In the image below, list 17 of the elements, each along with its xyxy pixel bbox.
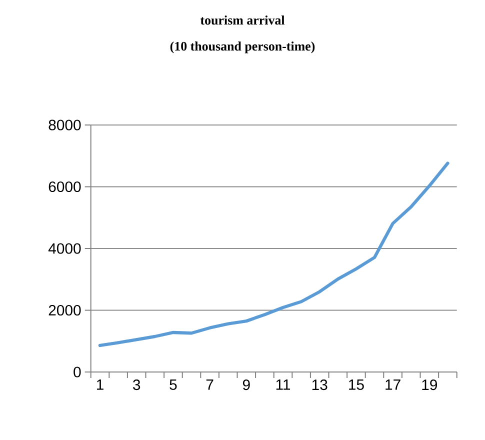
x-tick-label: 3	[133, 380, 140, 390]
x-tick-label: 7	[206, 380, 214, 390]
y-tick-label: 4000	[48, 243, 81, 254]
y-tick-label: 6000	[48, 181, 81, 192]
x-tick-label: 11	[276, 380, 290, 390]
x-tick-label: 17	[386, 380, 400, 390]
x-tick-label: 1	[96, 380, 104, 390]
chart-title: tourism arrival	[200, 16, 285, 25]
y-tick-label: 2000	[48, 304, 81, 316]
x-tick-label: 15	[349, 380, 364, 390]
x-tick-label: 13	[312, 380, 328, 390]
x-tick-label: 9	[242, 380, 250, 390]
y-tick-label: 8000	[48, 120, 81, 130]
y-tick-label: 0	[74, 366, 81, 378]
chart-subtitle: (10 thousand person-time)	[170, 42, 315, 54]
x-tick-label: 5	[170, 380, 177, 390]
x-tick-label: 19	[422, 380, 437, 390]
